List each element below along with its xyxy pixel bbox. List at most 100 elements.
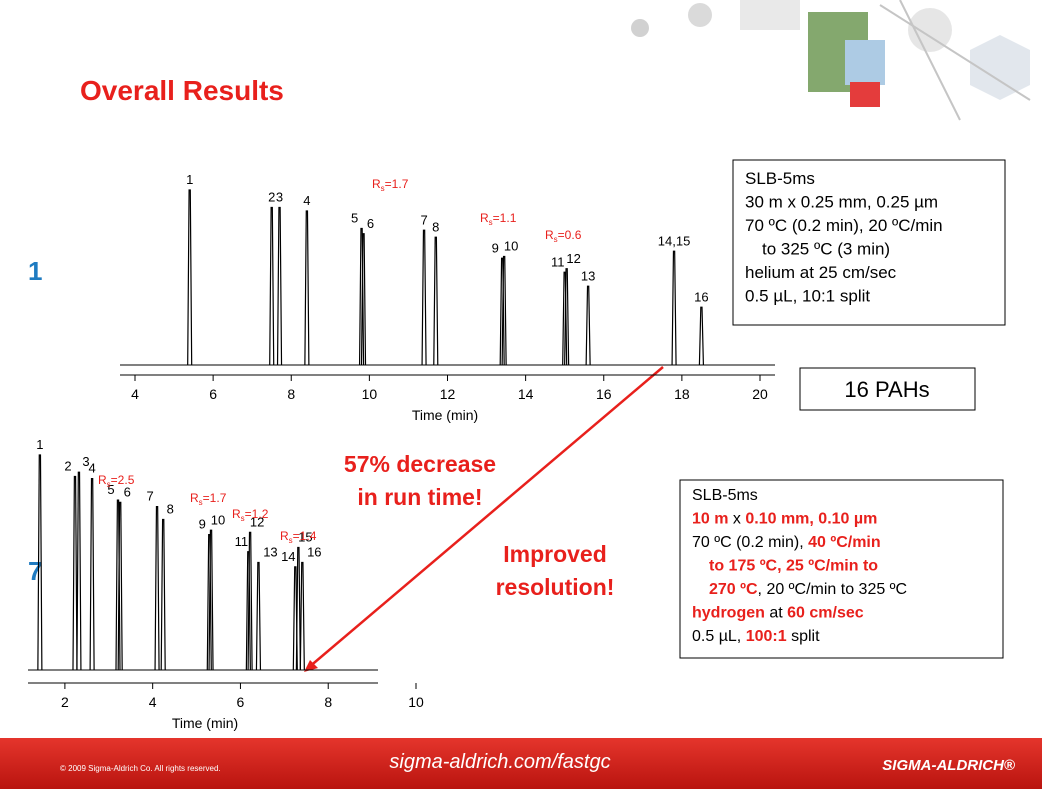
condition-line: 0.5 µL, 10:1 split bbox=[745, 287, 870, 306]
condition-segment: 0.5 µL, bbox=[692, 628, 746, 645]
condition-segment: to 175 ºC, 25 ºC/min to bbox=[709, 558, 878, 575]
resolution-symbol: R bbox=[545, 228, 554, 242]
peak-label: 4 bbox=[88, 461, 95, 476]
condition-segment: at bbox=[765, 605, 787, 622]
resolution-value: =1.7 bbox=[203, 491, 227, 505]
resolution-value: =2.5 bbox=[111, 473, 135, 487]
peak-label: 10 bbox=[504, 239, 518, 254]
x-tick-label: 14 bbox=[518, 386, 534, 402]
resolution-symbol: R bbox=[280, 529, 289, 543]
condition-segment: 0.5 µL, 10:1 split bbox=[745, 287, 870, 306]
peak-label: 12 bbox=[566, 251, 580, 266]
condition-line: 10 m x 0.10 mm, 0.10 µm bbox=[692, 511, 877, 528]
condition-segment: to 325 ºC (3 min) bbox=[762, 240, 890, 259]
slide-title: Overall Results bbox=[80, 75, 284, 106]
x-axis-title: Time (min) bbox=[412, 407, 478, 423]
condition-segment: 10 m bbox=[692, 511, 728, 528]
callout: resolution! bbox=[496, 574, 615, 600]
x-tick-label: 10 bbox=[408, 694, 424, 710]
peak-label: 9 bbox=[492, 240, 499, 255]
condition-segment: 270 ºC bbox=[709, 581, 758, 598]
x-tick-label: 4 bbox=[131, 386, 139, 402]
callout: in run time! bbox=[357, 484, 482, 510]
x-tick-label: 12 bbox=[440, 386, 456, 402]
resolution-annotation: Rs=1.1 bbox=[480, 211, 517, 227]
peak-label: 14 bbox=[281, 549, 295, 564]
resolution-symbol: R bbox=[98, 473, 107, 487]
resolution-symbol: R bbox=[190, 491, 199, 505]
x-tick-label: 16 bbox=[596, 386, 612, 402]
condition-line: to 175 ºC, 25 ºC/min to bbox=[709, 558, 878, 575]
peak-label: 9 bbox=[199, 517, 206, 532]
x-tick-label: 18 bbox=[674, 386, 690, 402]
condition-segment: 100:1 bbox=[746, 628, 787, 645]
resolution-annotation: Rs=2.5 bbox=[98, 473, 135, 489]
resolution-annotation: Rs=1.4 bbox=[280, 529, 317, 545]
condition-line: 70 ºC (0.2 min), 20 ºC/min bbox=[745, 216, 943, 235]
resolution-annotation: Rs=1.2 bbox=[232, 507, 269, 523]
condition-segment: helium at 25 cm/sec bbox=[745, 263, 897, 282]
peak-label: 3 bbox=[276, 190, 283, 205]
resolution-value: =1.1 bbox=[493, 211, 517, 225]
resolution-annotation: Rs=1.7 bbox=[190, 491, 227, 507]
condition-line: 70 ºC (0.2 min), 40 ºC/min bbox=[692, 534, 881, 551]
peak-label: 1 bbox=[186, 172, 193, 187]
condition-segment: hydrogen bbox=[692, 605, 765, 622]
condition-line: SLB-5ms bbox=[745, 169, 815, 188]
peak-label: 16 bbox=[694, 289, 708, 304]
resolution-value: =1.7 bbox=[385, 177, 409, 191]
panel-label: 7 bbox=[28, 556, 42, 586]
condition-segment: x bbox=[728, 511, 745, 528]
condition-segment: 70 ºC (0.2 min), bbox=[692, 534, 808, 551]
resolution-value: =0.6 bbox=[558, 228, 582, 242]
callout: 57% decrease bbox=[344, 451, 496, 477]
peak-label: 11 bbox=[551, 254, 565, 269]
x-tick-label: 20 bbox=[752, 386, 768, 402]
condition-segment: split bbox=[787, 628, 820, 645]
x-axis-title: Time (min) bbox=[172, 715, 238, 731]
peak-label: 8 bbox=[432, 219, 439, 234]
peak-label: 7 bbox=[420, 212, 427, 227]
condition-segment: , 20 ºC/min to 325 ºC bbox=[758, 581, 908, 598]
condition-segment: 70 ºC (0.2 min), 20 ºC/min bbox=[745, 216, 943, 235]
x-tick-label: 8 bbox=[287, 386, 295, 402]
resolution-symbol: R bbox=[372, 177, 381, 191]
copyright: © 2009 Sigma-Aldrich Co. All rights rese… bbox=[60, 764, 221, 773]
condition-segment: 30 m x 0.25 mm, 0.25 µm bbox=[745, 193, 938, 212]
condition-line: SLB-5ms bbox=[692, 487, 758, 504]
resolution-symbol: R bbox=[232, 507, 241, 521]
peak-label: 11 bbox=[235, 534, 249, 549]
x-tick-label: 6 bbox=[209, 386, 217, 402]
condition-segment: 40 ºC/min bbox=[808, 534, 881, 551]
peak-label: 13 bbox=[263, 545, 277, 560]
peak-label: 2 bbox=[268, 190, 275, 205]
peak-label: 1 bbox=[36, 437, 43, 452]
slide: Overall Results 16 PAHs © 2009 Sigma-Ald… bbox=[0, 0, 1042, 789]
peak-label: 7 bbox=[146, 489, 153, 504]
peak-label: 8 bbox=[167, 502, 174, 517]
resolution-value: =1.2 bbox=[245, 507, 269, 521]
footer-url: sigma-aldrich.com/fastgc bbox=[389, 751, 610, 773]
condition-line: 30 m x 0.25 mm, 0.25 µm bbox=[745, 193, 938, 212]
condition-segment: SLB-5ms bbox=[692, 487, 758, 504]
x-tick-label: 2 bbox=[61, 694, 69, 710]
callout: Improved bbox=[503, 541, 607, 567]
peak-label: 14,15 bbox=[658, 233, 691, 248]
condition-line: to 325 ºC (3 min) bbox=[762, 240, 890, 259]
peak-label: 4 bbox=[303, 193, 310, 208]
resolution-annotation: Rs=0.6 bbox=[545, 228, 582, 244]
peak-label: 5 bbox=[351, 211, 358, 226]
condition-segment: 60 cm/sec bbox=[787, 605, 864, 622]
x-tick-label: 4 bbox=[149, 694, 157, 710]
resolution-annotation: Rs=1.7 bbox=[372, 177, 409, 193]
condition-segment: SLB-5ms bbox=[745, 169, 815, 188]
condition-line: 0.5 µL, 100:1 split bbox=[692, 628, 820, 645]
peak-label: 6 bbox=[367, 216, 374, 231]
peak-label: 13 bbox=[581, 268, 595, 283]
resolution-value: =1.4 bbox=[293, 529, 317, 543]
resolution-symbol: R bbox=[480, 211, 489, 225]
peak-label: 16 bbox=[307, 545, 321, 560]
x-tick-label: 8 bbox=[324, 694, 332, 710]
peak-label: 10 bbox=[211, 512, 225, 527]
x-tick-label: 10 bbox=[362, 386, 378, 402]
